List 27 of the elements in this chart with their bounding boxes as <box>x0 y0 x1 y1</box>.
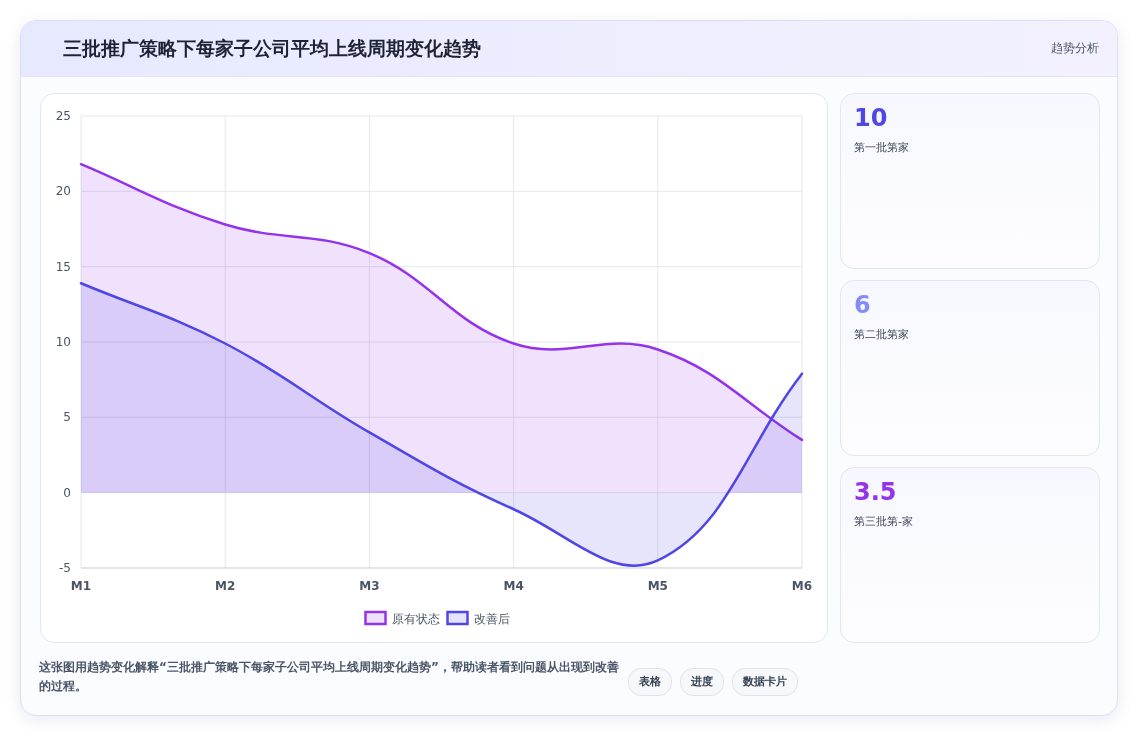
chart-title: 三批推广策略下每家子公司平均上线周期变化趋势 <box>63 36 481 61</box>
x-tick-label: M3 <box>359 579 380 593</box>
text: 这张图用趋势变化解释“三批推广策略下每家子公司平均上线周期变化趋势”，帮助读者看到问题从出现到改善的过程。 <box>39 659 619 695</box>
x-tick-label: M6 <box>791 579 813 593</box>
y-tick-label: -5 <box>59 561 71 575</box>
x-tick-label: M5 <box>647 579 668 593</box>
legend-label: 改善后 <box>473 612 510 626</box>
y-tick-label: 15 <box>55 259 71 274</box>
y-tick-label: 5 <box>63 410 71 425</box>
text: 3.5 <box>854 478 897 506</box>
y-tick-label: 10 <box>55 335 71 349</box>
y-tick-label: 25 <box>55 109 71 123</box>
text: 数据卡片 <box>732 668 798 696</box>
y-tick-label: 0 <box>63 485 71 500</box>
text: 6 <box>854 291 871 319</box>
legend-label: 原有状态 <box>391 612 440 626</box>
text: 第三批第-家 <box>854 514 913 529</box>
text: 第一批第家 <box>854 140 909 155</box>
text: 趋势分析 <box>1051 40 1099 57</box>
text: 第二批第家 <box>854 327 909 342</box>
x-tick-label: M2 <box>215 579 236 593</box>
y-tick-label: 20 <box>55 184 71 199</box>
text: 进度 <box>680 668 724 696</box>
text: 表格 <box>628 668 672 696</box>
x-tick-label: M4 <box>503 579 524 593</box>
x-tick-label: M1 <box>70 579 92 593</box>
text: 10 <box>854 104 888 132</box>
